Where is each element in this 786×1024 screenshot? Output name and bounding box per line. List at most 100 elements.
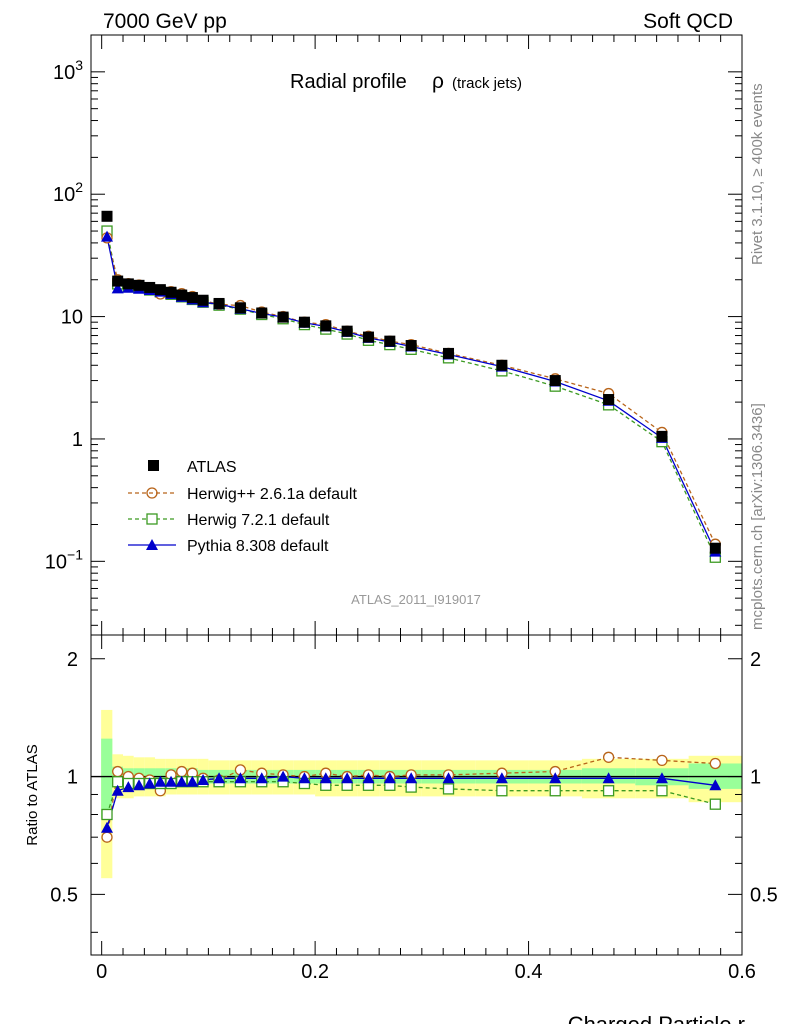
ratio-point-pythia bbox=[298, 772, 311, 784]
main-point-pythia bbox=[111, 282, 124, 294]
rivet-version-label: Rivet 3.1.10, ≥ 400k events bbox=[749, 83, 766, 265]
main-line-herwig7 bbox=[106, 230, 716, 558]
ratio-point-pythia bbox=[133, 779, 146, 791]
ratio-band-stat bbox=[101, 738, 113, 819]
ratio-point-pythia bbox=[213, 772, 226, 784]
ratio-point-herwig7 bbox=[709, 798, 721, 810]
legend-marker-herwigpp bbox=[146, 487, 158, 499]
ratio-point-herwig7 bbox=[405, 781, 417, 793]
ratio-point-pythia bbox=[362, 772, 375, 784]
ratio-point-pythia bbox=[175, 775, 188, 787]
ratio-line-herwigpp bbox=[106, 756, 716, 838]
legend-marker-atlas bbox=[148, 460, 159, 471]
ratio-point-herwigpp bbox=[112, 765, 124, 778]
main-point-atlas bbox=[384, 335, 396, 347]
ratio-point-pythia bbox=[165, 775, 178, 787]
main-title-subtitle: (track jets) bbox=[452, 75, 522, 92]
main-y-tick-label: 1 bbox=[72, 429, 83, 451]
energy-label: 7000 GeV pp bbox=[103, 10, 227, 33]
mcplots-reference-label: mcplots.cern.ch [arXiv:1306.3436] bbox=[749, 403, 766, 630]
main-point-atlas bbox=[496, 359, 508, 371]
main-point-atlas bbox=[176, 289, 188, 301]
ratio-point-pythia bbox=[341, 772, 354, 784]
x-axis-label: Charged Particle r bbox=[568, 1012, 745, 1024]
ratio-point-pythia bbox=[602, 772, 615, 784]
main-point-atlas bbox=[341, 325, 353, 337]
main-point-atlas bbox=[298, 316, 310, 328]
main-point-atlas bbox=[112, 275, 124, 287]
ratio-point-pythia bbox=[383, 772, 396, 784]
ratio-y-tick-label-right: 0.5 bbox=[750, 884, 778, 906]
ratio-point-pythia bbox=[442, 772, 455, 784]
legend-marker-herwig7 bbox=[146, 513, 158, 525]
ratio-point-pythia bbox=[277, 770, 290, 782]
ratio-point-pythia bbox=[154, 775, 167, 787]
ratio-point-herwigpp bbox=[656, 754, 668, 767]
ratio-point-pythia bbox=[101, 821, 114, 833]
main-point-atlas bbox=[101, 210, 113, 222]
ratio-point-pythia bbox=[405, 772, 418, 784]
ratio-y-tick-label-left: 2 bbox=[67, 649, 78, 671]
ratio-point-pythia bbox=[143, 777, 156, 789]
legend-label-pythia: Pythia 8.308 default bbox=[187, 538, 329, 555]
ratio-point-herwigpp bbox=[709, 757, 721, 770]
ratio-point-pythia bbox=[709, 779, 722, 791]
ratio-point-pythia bbox=[111, 784, 124, 796]
main-point-atlas bbox=[656, 430, 668, 442]
ratio-point-herwig7 bbox=[549, 785, 561, 797]
ratio-y-tick-label-right: 2 bbox=[750, 649, 761, 671]
main-y-tick-label: 103 bbox=[53, 57, 83, 84]
ratio-y-axis-label: Ratio to ATLAS bbox=[24, 744, 41, 845]
main-point-atlas bbox=[549, 375, 561, 387]
main-point-pythia bbox=[101, 230, 114, 242]
main-y-tick-exponent: −1 bbox=[67, 546, 83, 562]
ratio-point-pythia bbox=[549, 772, 562, 784]
ratio-point-pythia bbox=[234, 772, 247, 784]
main-point-atlas bbox=[154, 284, 166, 296]
main-y-tick-exponent: 2 bbox=[75, 179, 83, 195]
main-point-atlas bbox=[133, 279, 145, 291]
ratio-point-pythia bbox=[319, 772, 332, 784]
main-point-atlas bbox=[709, 542, 721, 554]
main-point-atlas bbox=[405, 340, 417, 352]
category-label: Soft QCD bbox=[643, 10, 733, 33]
ratio-point-herwig7 bbox=[442, 783, 455, 795]
main-y-tick-label: 10 bbox=[61, 307, 83, 329]
ratio-point-herwig7 bbox=[496, 785, 508, 797]
ratio-point-pythia bbox=[197, 773, 210, 785]
main-point-atlas bbox=[603, 394, 615, 406]
main-y-tick-exponent: 3 bbox=[75, 57, 83, 73]
ratio-point-pythia bbox=[495, 772, 508, 784]
main-point-atlas bbox=[277, 311, 289, 323]
ratio-line-herwig7 bbox=[106, 780, 716, 815]
x-tick-label: 0.4 bbox=[515, 961, 543, 983]
ratio-series-layer bbox=[101, 751, 722, 843]
legend: ATLAS Herwig++ 2.6.1a default Herwig 7.2… bbox=[128, 459, 357, 555]
legend-label-herwigpp: Herwig++ 2.6.1a default bbox=[187, 486, 357, 503]
ratio-axes-layer: 0.5 0.5 1 1 2 2 0 0.2 0.4 0.6 bbox=[50, 634, 778, 983]
main-y-tick-label: 102 bbox=[53, 179, 83, 206]
legend-label-atlas: ATLAS bbox=[187, 459, 237, 476]
ratio-y-tick-label-left: 0.5 bbox=[50, 884, 78, 906]
main-point-atlas bbox=[234, 302, 246, 314]
main-point-atlas bbox=[213, 297, 225, 309]
main-point-atlas bbox=[144, 281, 156, 293]
main-point-atlas bbox=[362, 331, 374, 343]
ratio-frame bbox=[90, 634, 743, 956]
ratio-y-tick-label-right: 1 bbox=[750, 767, 761, 789]
main-title-symbol: ρ bbox=[432, 70, 444, 93]
ratio-point-herwig7 bbox=[656, 785, 668, 797]
analysis-watermark: ATLAS_2011_I919017 bbox=[351, 592, 481, 607]
ratio-point-pythia bbox=[122, 781, 135, 793]
main-series-layer bbox=[101, 210, 722, 563]
x-tick-label: 0.6 bbox=[728, 961, 756, 983]
main-point-atlas bbox=[165, 286, 177, 298]
x-tick-label: 0 bbox=[96, 961, 107, 983]
ratio-point-herwig7 bbox=[101, 808, 113, 821]
main-y-tick-base: 10 bbox=[53, 184, 75, 206]
main-point-atlas bbox=[122, 278, 134, 290]
main-point-atlas bbox=[256, 307, 268, 319]
ratio-point-pythia bbox=[255, 772, 268, 784]
